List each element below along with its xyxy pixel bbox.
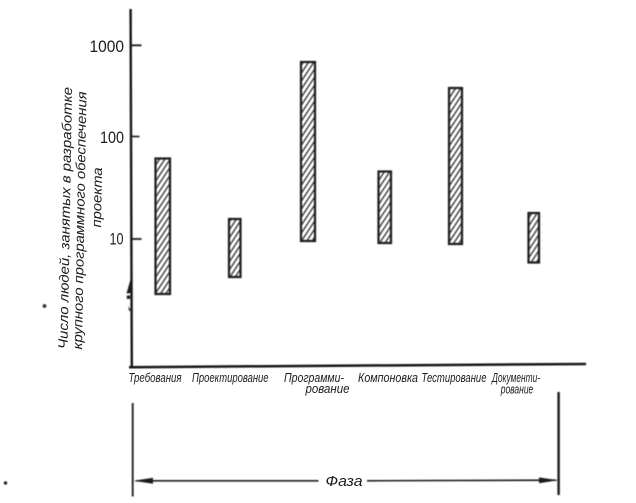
svg-text:Фаза: Фаза: [326, 473, 363, 490]
svg-text:Документи-: Документи-: [491, 371, 540, 385]
svg-text:Число людей, занятых в разрабо: Число людей, занятых в разработке: [56, 87, 76, 349]
svg-text:10: 10: [110, 230, 124, 249]
svg-text:крупного программного обеспече: крупного программного обеспечения: [70, 91, 90, 349]
svg-text:Компоновка: Компоновка: [358, 371, 418, 385]
svg-text:рование: рование: [500, 383, 533, 397]
svg-text:100: 100: [100, 128, 124, 147]
svg-text:рование: рование: [305, 382, 350, 396]
svg-text:Требования: Требования: [129, 371, 182, 385]
svg-text:проекта: проекта: [89, 167, 105, 228]
svg-text:Тестирование: Тестирование: [422, 371, 487, 385]
svg-text:Проектирование: Проектирование: [192, 371, 269, 385]
svg-text:Программи-: Программи-: [284, 371, 344, 385]
svg-text:1000: 1000: [90, 37, 125, 56]
